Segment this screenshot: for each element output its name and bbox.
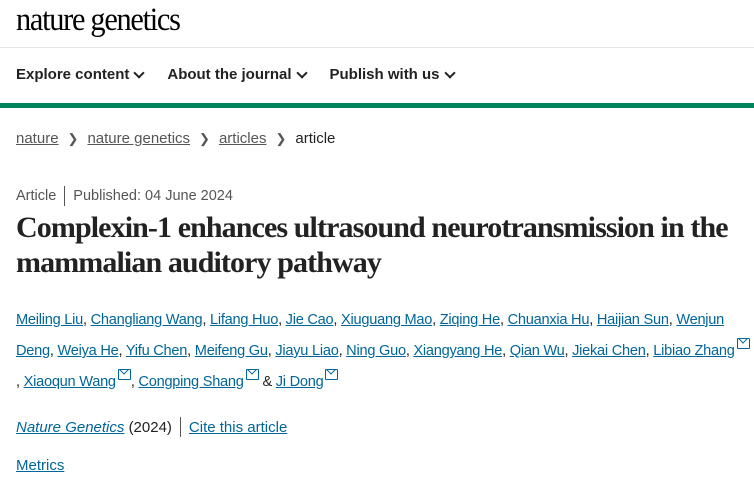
article-type: Article (16, 188, 57, 204)
author-link[interactable]: Yifu Chen (125, 343, 188, 359)
author-link[interactable]: Jie Cao (285, 312, 334, 328)
chevron-down-icon (295, 66, 308, 79)
journal-name: Nature Genetics (16, 418, 125, 436)
author-separator: , (645, 343, 654, 359)
accent-bar (0, 103, 754, 108)
author-link[interactable]: Xiuguang Mao (341, 312, 433, 328)
breadcrumb: nature ❯ nature genetics ❯ articles ❯ ar… (16, 130, 335, 147)
year: (2024) (128, 418, 172, 436)
nav-about-journal[interactable]: About the journal (167, 66, 308, 83)
chevron-down-icon (443, 66, 456, 79)
author-list: Meiling Liu, Changliang Wang, Lifang Huo… (16, 305, 751, 398)
author-separator: , (49, 343, 58, 359)
author-link[interactable]: Congping Shang (138, 374, 244, 390)
author-separator: , (668, 312, 677, 328)
author-link[interactable]: Haijian Sun (596, 312, 669, 328)
journal-link[interactable]: Nature Genetics (16, 419, 124, 436)
breadcrumb-current: article (295, 130, 336, 147)
article-meta: Article Published: 04 June 2024 (16, 186, 233, 206)
author-separator: , (432, 312, 440, 328)
author-link[interactable]: Xiaoqun Wang (23, 374, 116, 390)
nav-label: Explore content (16, 66, 130, 83)
author-separator: , (202, 312, 210, 328)
nav-label: About the journal (167, 66, 292, 83)
author-link[interactable]: Changliang Wang (90, 312, 203, 328)
author-separator: , (333, 312, 342, 328)
author-link[interactable]: Jiekai Chen (572, 343, 646, 359)
divider (179, 417, 181, 437)
author-separator: , (16, 374, 24, 390)
header-divider (0, 47, 754, 48)
chevron-right-icon: ❯ (199, 130, 210, 146)
site-logo[interactable]: nature genetics (16, 2, 181, 38)
divider (64, 186, 66, 206)
author-link[interactable]: Ji Dong (275, 374, 324, 390)
author-separator: , (338, 343, 347, 359)
author-separator: , (118, 343, 126, 359)
author-link[interactable]: Ning Guo (346, 343, 406, 359)
author-separator: & (258, 374, 276, 390)
author-link[interactable]: Jiayu Liao (275, 343, 339, 359)
cite-link[interactable]: Cite this article (188, 418, 288, 436)
author-link[interactable]: Chuanxia Hu (507, 312, 590, 328)
author-separator: , (589, 312, 597, 328)
author-separator: , (278, 312, 286, 328)
published-date: Published: 04 June 2024 (73, 188, 233, 204)
author-link[interactable]: Xiangyang He (413, 343, 503, 359)
breadcrumb-nature[interactable]: nature (16, 130, 59, 147)
citation-line: Nature Genetics (2024) Cite this article (16, 417, 287, 437)
author-separator: , (564, 343, 573, 359)
main-nav: Explore content About the journal Publis… (16, 66, 456, 83)
author-link[interactable]: Libiao Zhang (653, 343, 735, 359)
author-link[interactable]: Meifeng Gu (194, 343, 268, 359)
chevron-down-icon (133, 66, 146, 79)
breadcrumb-nature-genetics[interactable]: nature genetics (87, 130, 191, 147)
article-title: Complexin-1 enhances ultrasound neurotra… (16, 211, 729, 279)
author-link[interactable]: Qian Wu (509, 343, 565, 359)
author-link[interactable]: Lifang Huo (209, 312, 279, 328)
nav-label: Publish with us (329, 66, 440, 83)
metrics-link[interactable]: Metrics (16, 457, 65, 474)
author-separator: , (405, 343, 414, 359)
author-link[interactable]: Wenjun Deng (16, 312, 725, 359)
email-icon[interactable] (325, 369, 339, 380)
nav-explore-content[interactable]: Explore content (16, 66, 146, 83)
email-icon[interactable] (736, 338, 750, 349)
chevron-right-icon: ❯ (275, 130, 287, 146)
author-separator: , (267, 343, 276, 359)
author-separator: , (83, 312, 91, 328)
author-link[interactable]: Ziqing He (439, 312, 500, 328)
author-separator: , (499, 312, 508, 328)
chevron-right-icon: ❯ (67, 130, 79, 146)
breadcrumb-articles[interactable]: articles (218, 130, 267, 147)
author-link[interactable]: Meiling Liu (16, 312, 84, 328)
email-icon[interactable] (245, 369, 259, 380)
metrics: Metrics (16, 457, 64, 474)
email-icon[interactable] (117, 369, 131, 380)
author-separator: , (502, 343, 510, 359)
author-separator: , (130, 374, 139, 390)
nav-publish-with-us[interactable]: Publish with us (329, 66, 456, 83)
author-link[interactable]: Weiya He (57, 343, 119, 359)
author-separator: , (187, 343, 195, 359)
